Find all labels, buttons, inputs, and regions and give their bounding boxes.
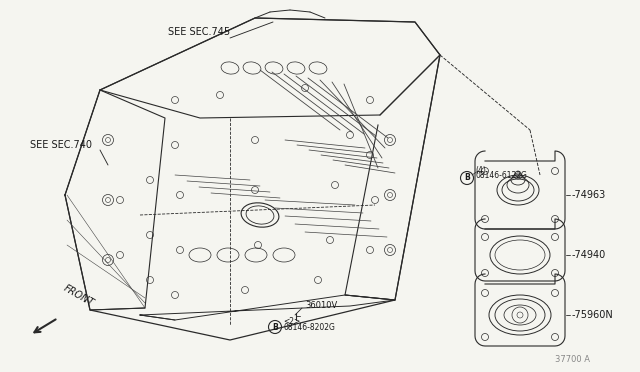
Text: B: B — [464, 173, 470, 183]
Text: -75960N: -75960N — [572, 310, 614, 320]
Text: <2>: <2> — [283, 317, 300, 326]
Text: B: B — [272, 323, 278, 331]
Text: -74940: -74940 — [572, 250, 606, 260]
Text: SEE SEC.745: SEE SEC.745 — [168, 27, 230, 37]
Text: 08146-6122G: 08146-6122G — [475, 171, 527, 180]
Text: FRONT: FRONT — [62, 283, 96, 308]
Text: 08146-8202G: 08146-8202G — [283, 323, 335, 331]
Text: SEE SEC.740: SEE SEC.740 — [30, 140, 92, 150]
Text: 37700 A: 37700 A — [555, 356, 590, 365]
Text: -74963: -74963 — [572, 190, 606, 200]
Text: 36010V: 36010V — [305, 301, 337, 310]
Text: (4): (4) — [475, 166, 486, 174]
